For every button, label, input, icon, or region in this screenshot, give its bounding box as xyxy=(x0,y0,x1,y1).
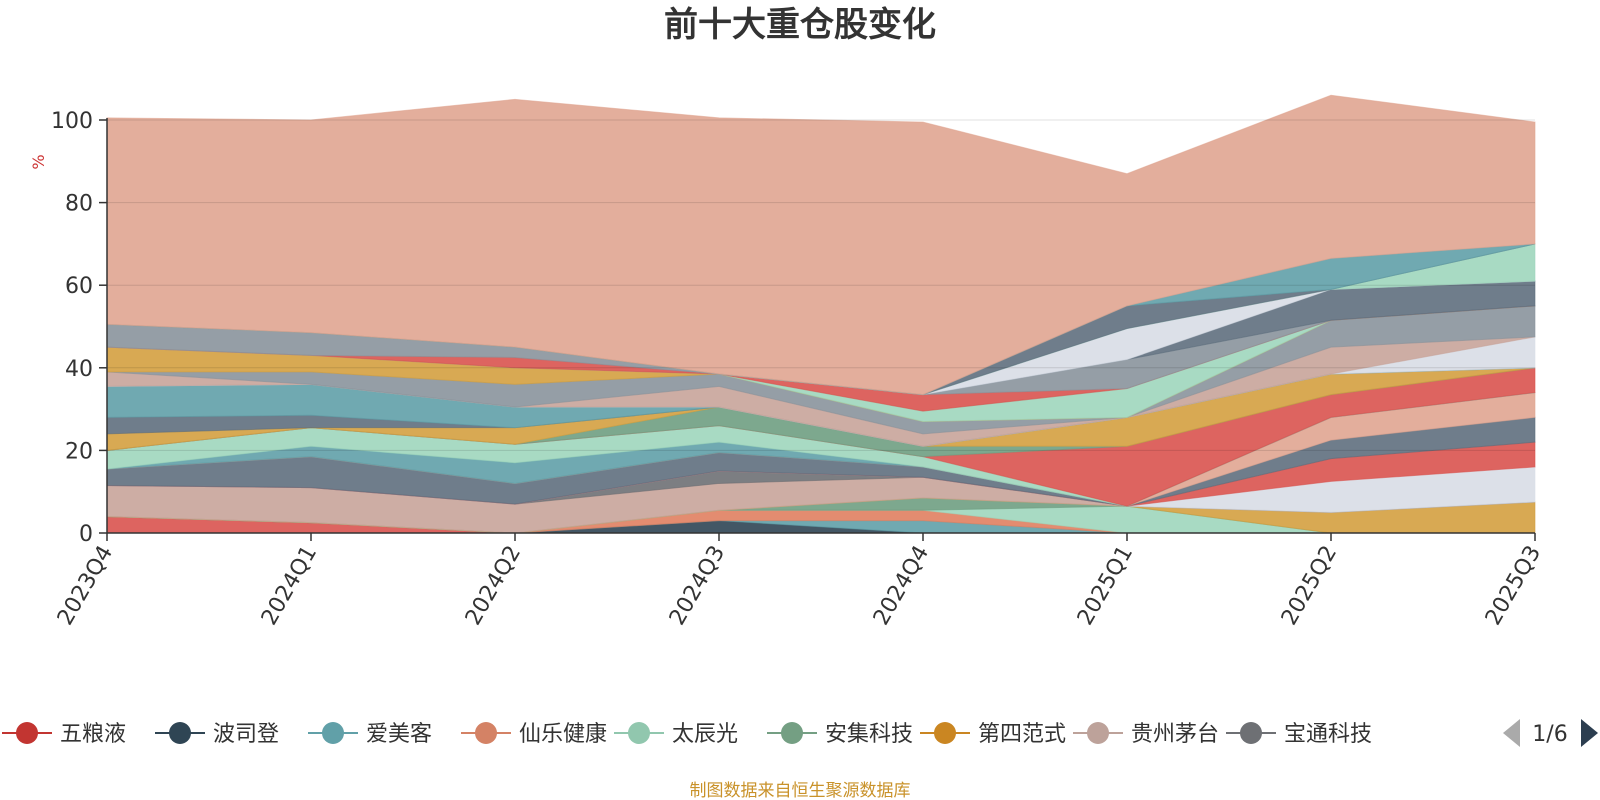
legend-marker xyxy=(628,722,650,744)
y-axis: 0 20 40 60 80 100 xyxy=(51,109,108,547)
legend-label: 太辰光 xyxy=(672,722,738,747)
legend-item-五粮液[interactable]: 五粮液 xyxy=(2,722,126,747)
x-tick-label-2024Q2: 2024Q2 xyxy=(461,542,526,630)
legend-label: 贵州茅台 xyxy=(1131,722,1219,747)
legend-label: 宝通科技 xyxy=(1284,722,1372,747)
legend-item-爱美客[interactable]: 爱美客 xyxy=(308,722,432,747)
legend-item-太辰光[interactable]: 太辰光 xyxy=(614,722,738,747)
x-tick-label-2023Q4: 2023Q4 xyxy=(53,542,118,630)
legend-item-安集科技[interactable]: 安集科技 xyxy=(767,722,913,747)
legend-label: 第四范式 xyxy=(978,722,1066,747)
x-axis: 2023Q4 2024Q1 2024Q2 2024Q3 2024Q4 2025Q1 2025… xyxy=(53,532,1546,630)
data-source-note: 制图数据来自恒生聚源数据库 xyxy=(690,781,911,800)
legend-marker xyxy=(781,722,803,744)
x-tick-label-2025Q3: 2025Q3 xyxy=(1481,542,1546,630)
legend-item-波司登[interactable]: 波司登 xyxy=(155,722,279,747)
x-tick-label-2024Q4: 2024Q4 xyxy=(869,542,934,630)
x-tick-label-2025Q1: 2025Q1 xyxy=(1073,542,1138,630)
y-axis-unit: % xyxy=(29,154,48,169)
x-tick-label-2025Q2: 2025Q2 xyxy=(1277,542,1342,630)
legend-label: 安集科技 xyxy=(825,722,913,747)
legend-item-宝通科技[interactable]: 宝通科技 xyxy=(1226,722,1372,747)
legend-marker xyxy=(475,722,497,744)
legend: 五粮液 波司登 爱美客 仙乐健康 太辰光 安集科技 第四范式 贵州茅台 宝通科技 1/6 xyxy=(2,719,1598,747)
legend-label: 爱美客 xyxy=(366,722,432,747)
legend-marker xyxy=(16,722,38,744)
legend-label: 仙乐健康 xyxy=(519,722,607,747)
y-tick-label-100: 100 xyxy=(51,109,93,134)
legend-label: 波司登 xyxy=(213,722,279,747)
legend-marker xyxy=(1240,722,1262,744)
legend-item-仙乐健康[interactable]: 仙乐健康 xyxy=(461,722,607,747)
y-tick-label-60: 60 xyxy=(65,274,93,299)
legend-prev-page-icon[interactable] xyxy=(1503,719,1520,747)
legend-marker xyxy=(934,722,956,744)
y-tick-label-40: 40 xyxy=(65,357,93,382)
legend-item-贵州茅台[interactable]: 贵州茅台 xyxy=(1073,722,1219,747)
legend-marker xyxy=(1087,722,1109,744)
stacked-areas xyxy=(106,94,1536,534)
legend-marker xyxy=(169,722,191,744)
x-tick-label-2024Q1: 2024Q1 xyxy=(257,542,322,630)
legend-item-第四范式[interactable]: 第四范式 xyxy=(920,722,1066,747)
legend-next-page-icon[interactable] xyxy=(1581,719,1598,747)
legend-label: 五粮液 xyxy=(60,722,126,747)
y-tick-label-0: 0 xyxy=(79,522,93,547)
y-tick-label-20: 20 xyxy=(65,439,93,464)
legend-page-indicator: 1/6 xyxy=(1532,722,1567,747)
chart-title: 前十大重仓股变化 xyxy=(664,5,936,45)
x-tick-label-2024Q3: 2024Q3 xyxy=(665,542,730,630)
area-band-32 xyxy=(106,94,1536,396)
legend-marker xyxy=(322,722,344,744)
y-tick-label-80: 80 xyxy=(65,192,93,217)
grid-lines xyxy=(107,119,1535,451)
